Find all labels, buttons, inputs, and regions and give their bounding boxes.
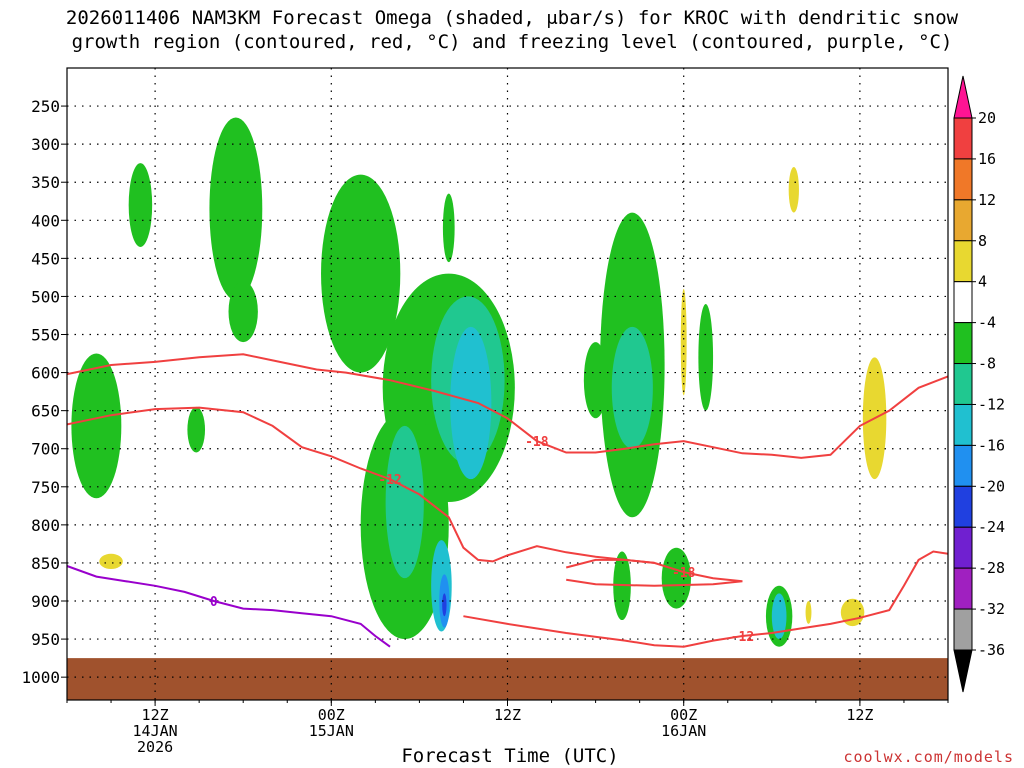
y-tick-label-450: 450: [31, 249, 60, 268]
colorbar-box-6: [953, 363, 973, 405]
x-tick-label-6-1: 14JAN: [133, 722, 178, 740]
omega-region-22: [442, 593, 447, 617]
colorbar-box-11: [953, 567, 973, 610]
x-tick-label-18-1: 15JAN: [309, 722, 354, 740]
colorbar-label-9: -20: [978, 477, 1005, 495]
y-tick-label-500: 500: [31, 287, 60, 306]
omega-region-17: [385, 425, 424, 579]
colorbar-box-12: [953, 608, 973, 651]
colorbar-label-0: 20: [978, 109, 996, 127]
omega-region-26: [840, 598, 865, 627]
x-tick-label-30-0: 12Z: [494, 706, 521, 724]
y-tick-label-950: 950: [31, 630, 60, 649]
y-tick-label-700: 700: [31, 440, 60, 459]
x-axis-label: Forecast Time (UTC): [401, 745, 619, 767]
y-tick-label-300: 300: [31, 135, 60, 154]
contour-dgz-0: [67, 353, 948, 459]
ground-fill: [67, 658, 948, 700]
colorbar-box-7: [953, 403, 973, 446]
contour-label-2: -18: [672, 566, 696, 581]
omega-region-14: [698, 304, 714, 411]
y-tick-label-900: 900: [31, 592, 60, 611]
y-tick-label-800: 800: [31, 516, 60, 535]
y-tick-label-750: 750: [31, 478, 60, 497]
omega-region-4: [228, 281, 258, 343]
colorbar-label-12: -32: [978, 600, 1005, 618]
y-axis: 250 300 350 400 450 500 550 600 650 700 750 800 850 9…: [21, 97, 67, 687]
x-tick-label-42-0: 00Z: [670, 706, 697, 724]
y-tick-label-400: 400: [31, 211, 60, 230]
omega-region-5: [321, 174, 401, 373]
colorbar-label-11: -28: [978, 559, 1005, 577]
colorbar-box-2: [953, 199, 973, 242]
colorbar-label-5: -4: [978, 314, 996, 332]
contour-freezing-4: [67, 565, 391, 648]
contour-dgz-3: [463, 550, 948, 648]
x-tick-label-6-0: 12Z: [142, 706, 169, 724]
grid-lines: [67, 68, 948, 700]
x-tick-label-6-2: 2026: [137, 738, 173, 756]
x-tick-label-18-0: 00Z: [318, 706, 345, 724]
y-tick-label-550: 550: [31, 326, 60, 345]
temperature-contours: -18 -12 -18 -12 0: [67, 353, 948, 648]
y-tick-label-850: 850: [31, 554, 60, 573]
colorbar-label-7: -12: [978, 395, 1005, 413]
y-tick-label-1000: 1000: [21, 668, 60, 687]
colorbar-box-0: [953, 117, 973, 160]
omega-region-27: [805, 601, 812, 624]
colorbar-label-8: -16: [978, 436, 1005, 454]
colorbar-box-4: [953, 281, 973, 324]
colorbar-box-8: [953, 444, 973, 487]
x-tick-label-54-0: 12Z: [846, 706, 873, 724]
omega-region-28: [680, 288, 687, 396]
contour-label-3: -12: [731, 630, 754, 645]
y-tick-label-350: 350: [31, 173, 60, 192]
omega-region-16: [611, 326, 653, 449]
y-tick-label-250: 250: [31, 97, 60, 116]
y-tick-label-650: 650: [31, 402, 60, 421]
omega-region-18: [450, 326, 492, 480]
y-tick-label-600: 600: [31, 364, 60, 383]
colorbar-box-5: [953, 322, 973, 365]
colorbar-label-6: -8: [978, 355, 996, 373]
omega-region-8: [442, 193, 455, 263]
colorbar-box-3: [953, 240, 973, 283]
omega-region-3: [187, 406, 206, 453]
omega-shading: [71, 117, 887, 647]
colorbar-box-10: [953, 526, 973, 569]
contour-dgz-1: [67, 406, 655, 564]
omega-region-25: [99, 553, 123, 570]
colorbar-label-4: 4: [978, 273, 987, 291]
colorbar-label-1: 16: [978, 150, 996, 168]
watermark: coolwx.com/models: [843, 748, 1014, 766]
colorbar-box-9: [953, 485, 973, 528]
colorbar-label-2: 12: [978, 191, 996, 209]
contour-label-4: 0: [210, 595, 218, 610]
ground-layer: [67, 658, 948, 700]
contour-label-1: -12: [378, 473, 401, 488]
omega-region-0: [209, 117, 263, 301]
colorbar-box-1: [953, 158, 973, 201]
x-tick-label-42-1: 16JAN: [661, 722, 706, 740]
colorbar-top-arrow: [953, 75, 973, 119]
omega-region-24: [788, 166, 799, 213]
colorbar-label-3: 8: [978, 232, 987, 250]
colorbar-label-10: -24: [978, 518, 1005, 536]
omega-region-2: [71, 353, 122, 499]
chart-title-line2: growth region (contoured, red, °C) and f…: [71, 31, 953, 53]
colorbar-bottom-arrow: [953, 649, 973, 693]
contour-dgz-2: [565, 558, 743, 587]
colorbar: 20 16 12 8 4 -4 -8 -12 -16 -20 -24 -28 -32 -36: [953, 75, 1005, 693]
colorbar-label-13: -36: [978, 641, 1005, 659]
contour-label-0: -18: [525, 435, 549, 450]
chart-title: 2026011406 NAM3KM Forecast Omega (shaded…: [0, 6, 1024, 54]
chart-title-line1: 2026011406 NAM3KM Forecast Omega (shaded…: [65, 7, 959, 29]
omega-region-1: [128, 163, 153, 247]
omega-region-20: [771, 593, 787, 640]
omega-region-10: [583, 342, 608, 419]
